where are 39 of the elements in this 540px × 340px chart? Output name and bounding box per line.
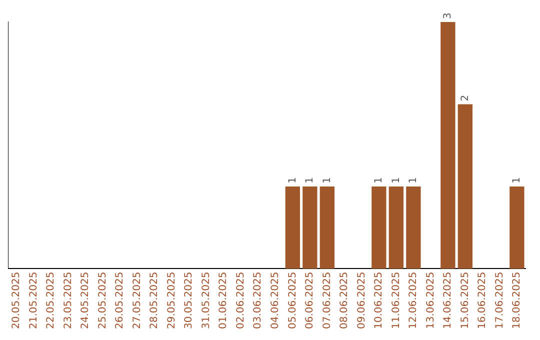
x-tick-label: 17.06.2025 [494,272,506,330]
data-label: 1 [322,177,333,184]
data-label: 2 [460,94,471,102]
x-tick-label: 14.06.2025 [442,272,454,330]
x-tick-label: 30.05.2025 [184,272,195,330]
x-tick-label: 15.06.2025 [460,272,471,330]
x-tick-label: 20.05.2025 [11,272,22,330]
x-tick-label: 02.06.2025 [235,272,246,330]
data-label: 1 [287,177,298,184]
data-label: 1 [512,177,523,184]
x-tick-label: 05.06.2025 [287,272,298,330]
x-tick-label: 31.05.2025 [200,272,212,330]
x-tick-label: 21.05.2025 [28,272,40,330]
x-tick-label: 27.05.2025 [132,272,143,330]
x-tick-label: 09.06.2025 [356,272,368,330]
x-tick-label: 08.06.2025 [339,272,350,330]
x-tick-label: 16.06.2025 [477,272,488,330]
x-tick-label: 25.05.2025 [97,272,108,330]
x-tick-label: 13.06.2025 [425,272,436,330]
x-tick-label: 01.06.2025 [218,272,230,330]
x-tick-label: 11.06.2025 [390,272,402,330]
x-tick-label: 24.05.2025 [80,272,92,330]
x-tick-label: 29.05.2025 [166,272,178,330]
x-tick-label: 12.06.2025 [408,272,420,330]
data-label: 1 [374,177,385,184]
x-tick-label: 26.05.2025 [114,272,126,330]
x-tick-label: 23.05.2025 [62,272,74,330]
x-tick-label: 18.06.2025 [512,272,523,330]
data-label: 1 [304,177,316,184]
x-tick-label: 28.05.2025 [149,272,160,330]
x-tick-label: 10.06.2025 [374,272,385,330]
x-tick-label: 03.06.2025 [252,272,264,330]
x-tick-label: 04.06.2025 [270,272,281,330]
data-label: 1 [408,177,420,184]
x-tick-label: 06.06.2025 [304,272,316,330]
x-tick-label: 07.06.2025 [322,272,333,330]
x-tick-label: 22.05.2025 [46,272,57,330]
data-label: 3 [442,12,454,19]
data-label: 1 [390,177,402,184]
